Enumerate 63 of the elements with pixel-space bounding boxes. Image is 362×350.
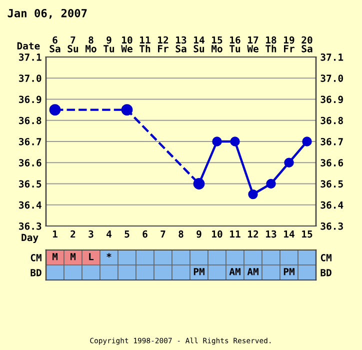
x2-tick-label: 10 We xyxy=(121,36,132,52)
x2-axis-title: Date xyxy=(17,42,40,50)
text: M xyxy=(52,253,58,260)
x-tick-label: 13 xyxy=(266,230,276,238)
x-tick-label: 5 xyxy=(124,230,130,238)
text: PM xyxy=(284,268,294,276)
y-tick-label: 37.0 xyxy=(19,74,42,82)
y2-tick-label: 36.9 xyxy=(320,96,343,104)
y-tick-label: 36.7 xyxy=(19,138,42,146)
y-tick-label: 36.3 xyxy=(19,222,42,230)
chart-title: Jan 06, 2007 xyxy=(8,8,87,19)
x2-tick-label: 14 Su xyxy=(194,36,204,52)
x-tick-label: 8 xyxy=(178,230,184,238)
y2-tick-label: 36.8 xyxy=(320,116,343,124)
y2-tick-label: 36.6 xyxy=(320,159,344,166)
category-label: BD xyxy=(320,269,332,276)
x2-tick-label: 20 Sa xyxy=(302,36,312,52)
x2-tick-label: 15 Mo xyxy=(212,36,222,52)
x-tick-label: 12 xyxy=(248,230,258,238)
x2-tick-label: 19 Fr xyxy=(284,36,294,52)
x2-tick-label: 11 Th xyxy=(140,36,150,52)
category-label: BD xyxy=(30,269,42,276)
x2-tick-label: 18 Th xyxy=(266,36,276,52)
x-tick-label: 1 xyxy=(52,230,58,238)
y-tick-label: 36.9 xyxy=(19,96,42,104)
x-tick-label: 11 xyxy=(230,230,240,238)
x2-tick-label: 9 Tu xyxy=(104,36,114,52)
x-tick-label: 6 xyxy=(142,230,148,238)
category-label: CM xyxy=(320,254,332,262)
x2-tick-label: 12 Fr xyxy=(158,36,168,52)
text: M xyxy=(70,253,76,260)
x2-tick-label: 8 Mo xyxy=(86,36,96,52)
x2-tick-label: 13 Sa xyxy=(176,36,186,52)
y-tick-label: 36.8 xyxy=(19,116,42,124)
y-tick-label: 37.1 xyxy=(19,53,42,61)
y2-tick-label: 36.5 xyxy=(320,180,343,188)
x2-tick-label: 16 Tu xyxy=(230,36,240,52)
x-tick-label: 2 xyxy=(70,230,76,238)
x-tick-label: 7 xyxy=(160,230,166,238)
y-tick-label: 36.6 xyxy=(19,159,42,166)
x-tick-label: 3 xyxy=(88,230,94,238)
y-tick-label: 36.4 xyxy=(19,201,42,209)
y-tick-label: 36.5 xyxy=(19,180,42,188)
category-label: CM xyxy=(30,254,42,262)
text: L xyxy=(89,253,94,260)
x-axis-title: Day xyxy=(22,234,38,244)
x-tick-label: 4 xyxy=(106,230,112,238)
x2-tick-label: 17 We xyxy=(247,36,258,52)
text: PM xyxy=(194,268,204,276)
y2-tick-label: 37.1 xyxy=(320,53,344,61)
y2-tick-label: 36.7 xyxy=(320,138,343,146)
text: AM xyxy=(229,268,240,276)
x2-tick-label: 6 Sa xyxy=(50,36,60,52)
text: * xyxy=(106,252,112,258)
x-tick-label: 15 xyxy=(302,230,312,238)
text: AM xyxy=(247,268,258,276)
x-tick-label: 14 xyxy=(284,230,294,238)
y2-tick-label: 36.3 xyxy=(320,222,343,230)
y2-tick-label: 36.4 xyxy=(320,201,344,209)
x-tick-label: 9 xyxy=(196,230,202,238)
x-tick-label: 10 xyxy=(212,230,222,238)
y2-tick-label: 37.0 xyxy=(320,74,343,82)
x2-tick-label: 7 Su xyxy=(68,36,78,52)
